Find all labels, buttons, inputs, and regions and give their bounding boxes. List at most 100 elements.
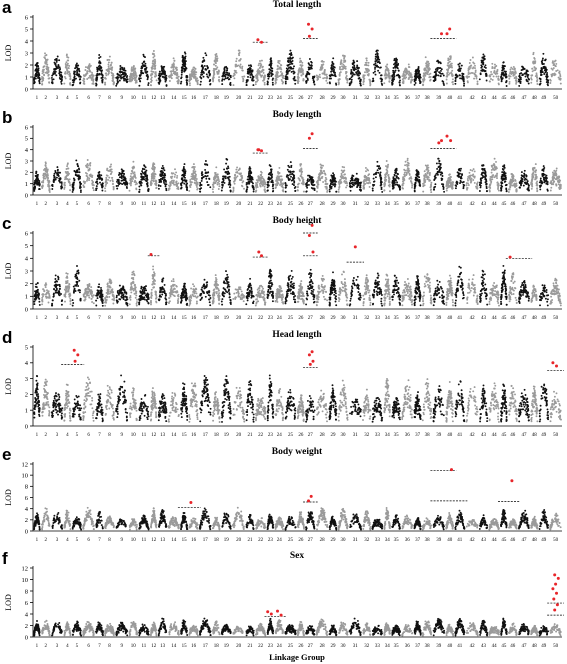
marker-point (287, 164, 290, 167)
marker-point (228, 175, 231, 178)
marker-point (214, 61, 217, 64)
marker-point (55, 74, 58, 77)
marker-point (195, 178, 198, 180)
marker-point (509, 68, 512, 71)
marker-point (122, 77, 125, 80)
linkage-group-label: 8 (108, 96, 111, 101)
marker-point (73, 76, 76, 79)
marker-point (229, 76, 232, 79)
marker-point (159, 185, 162, 187)
marker-point (164, 80, 167, 83)
marker-point (199, 181, 202, 184)
marker-point (415, 77, 418, 80)
marker-point (333, 66, 336, 69)
marker-point (239, 63, 242, 66)
marker-point (89, 76, 92, 79)
marker-point (494, 72, 496, 75)
marker-point (153, 58, 156, 61)
marker-point (107, 178, 110, 181)
marker-point (458, 62, 461, 65)
marker-point (181, 60, 184, 62)
marker-point (208, 74, 211, 77)
marker-point (91, 176, 94, 179)
marker-point (183, 182, 186, 185)
marker-point (203, 64, 206, 67)
marker-point (249, 66, 251, 69)
marker-point (48, 188, 51, 191)
marker-point (84, 69, 87, 71)
marker-point (180, 77, 183, 80)
marker-point (76, 163, 79, 166)
marker-point (194, 67, 197, 70)
marker-point (305, 75, 308, 78)
marker-point (363, 180, 366, 183)
marker-point (410, 176, 412, 179)
marker-point (402, 72, 405, 75)
marker-point (377, 167, 380, 170)
marker-point (249, 76, 252, 79)
marker-point (280, 175, 283, 178)
marker-point (212, 191, 215, 193)
marker-point (396, 64, 399, 67)
marker-point (38, 180, 41, 182)
marker-point (227, 170, 229, 173)
marker-point (48, 191, 51, 193)
marker-point (246, 79, 249, 81)
marker-point (555, 62, 558, 65)
marker-point (191, 74, 194, 77)
marker-point (458, 65, 461, 68)
marker-point (259, 60, 261, 62)
marker-point (354, 181, 357, 184)
marker-point (388, 177, 391, 180)
marker-point (555, 70, 558, 72)
marker-point (374, 67, 376, 70)
marker-point (221, 79, 224, 82)
marker-point (171, 74, 174, 77)
marker-point (239, 66, 242, 69)
marker-point (454, 74, 457, 77)
linkage-group-label: 30 (341, 96, 347, 101)
marker-point (64, 176, 67, 179)
marker-point (132, 160, 135, 163)
marker-point (310, 186, 313, 189)
marker-point (396, 67, 399, 70)
marker-point (141, 62, 144, 65)
marker-point (363, 186, 366, 189)
marker-point (144, 179, 147, 182)
marker-point (330, 70, 333, 73)
marker-point (277, 61, 280, 64)
marker-point (342, 67, 345, 70)
marker-point (290, 70, 293, 73)
marker-point (95, 180, 98, 183)
marker-point (289, 161, 292, 164)
marker-point (430, 184, 432, 187)
marker-point (429, 189, 432, 191)
marker-point (192, 66, 195, 69)
marker-point (474, 69, 477, 72)
marker-point (151, 168, 154, 171)
marker-point (342, 54, 345, 57)
marker-point (38, 80, 41, 83)
marker-point (451, 66, 453, 69)
marker-point (68, 82, 71, 85)
marker-point (142, 64, 144, 67)
marker-point (176, 176, 178, 179)
marker-point (559, 82, 562, 85)
marker-point (409, 76, 412, 78)
marker-point (130, 177, 133, 180)
linkage-group-label: 44 (492, 96, 498, 101)
marker-point (189, 186, 192, 189)
marker-point (246, 72, 249, 75)
marker-point (97, 171, 100, 174)
marker-point (289, 56, 292, 59)
marker-point (183, 51, 186, 54)
marker-point (282, 189, 284, 192)
marker-point (292, 174, 295, 177)
marker-point (294, 82, 297, 85)
marker-point (183, 61, 186, 64)
marker-point (186, 189, 189, 192)
marker-point (502, 73, 505, 76)
marker-point (173, 59, 176, 62)
marker-point (547, 84, 549, 87)
marker-point (64, 77, 67, 80)
